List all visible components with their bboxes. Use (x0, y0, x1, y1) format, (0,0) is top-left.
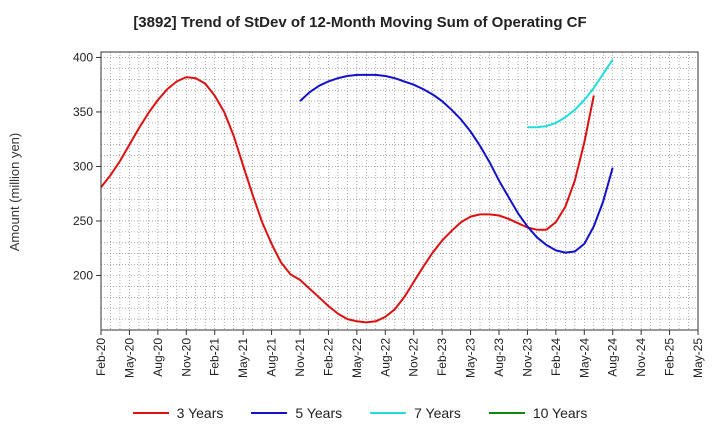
x-tick-label: May-23 (464, 338, 478, 378)
legend-item: 7 Years (370, 405, 461, 421)
x-tick-label: Nov-24 (634, 338, 648, 377)
x-tick-label: Feb-25 (663, 338, 677, 376)
x-tick-label: May-24 (577, 338, 591, 378)
y-tick-label: 400 (73, 50, 93, 64)
y-tick-label: 200 (73, 268, 93, 282)
y-axis-label: Amount (million yen) (7, 133, 22, 252)
x-tick-label: Nov-21 (293, 338, 307, 377)
x-tick-label: May-25 (691, 338, 705, 378)
x-tick-label: Nov-20 (179, 338, 193, 377)
x-tick-label: Nov-23 (520, 338, 534, 377)
x-tick-label: Aug-22 (378, 338, 392, 377)
legend-item: 10 Years (488, 405, 588, 421)
legend-label: 3 Years (176, 405, 224, 421)
x-tick-label: Nov-22 (407, 338, 421, 377)
x-tick-label: Aug-23 (492, 338, 506, 377)
x-tick-label: Feb-22 (321, 338, 335, 376)
x-tick-label: May-21 (236, 338, 250, 378)
legend: 3 Years 5 Years 7 Years 10 Years (0, 405, 720, 421)
legend-item: 3 Years (132, 405, 224, 421)
x-tick-label: Feb-21 (208, 338, 222, 376)
x-tick-label: May-22 (350, 338, 364, 378)
legend-label: 5 Years (295, 405, 343, 421)
x-tick-label: Feb-23 (435, 338, 449, 376)
x-tick-label: Feb-24 (549, 338, 563, 376)
grid-lines (100, 52, 699, 331)
series-line-7-years (527, 59, 614, 129)
series-line-5-years (299, 73, 614, 254)
legend-swatch (370, 412, 407, 414)
chart-title: [3892] Trend of StDev of 12-Month Moving… (133, 14, 587, 31)
legend-swatch (251, 412, 288, 414)
x-tick-label: Feb-20 (94, 338, 108, 376)
x-tick-label: Aug-20 (151, 338, 165, 377)
legend-label: 7 Years (414, 405, 461, 421)
x-tick-label: Aug-24 (606, 338, 620, 377)
y-tick-label: 350 (73, 105, 93, 119)
axes: 200 250 300 350 400 Feb-20 May-20 Aug-20 Nov-20 F… (73, 50, 705, 378)
legend-swatch (132, 412, 169, 414)
x-tick-label: May-20 (122, 338, 136, 378)
plot-frame (100, 51, 699, 331)
x-tick-label: Aug-21 (265, 338, 279, 377)
legend-item: 5 Years (251, 405, 342, 421)
legend-swatch (488, 412, 525, 414)
legend-label: 10 Years (532, 405, 588, 421)
y-tick-label: 250 (73, 214, 93, 228)
series-lines (100, 59, 614, 324)
series-line-3-years (100, 76, 595, 324)
y-tick-label: 300 (73, 159, 93, 173)
